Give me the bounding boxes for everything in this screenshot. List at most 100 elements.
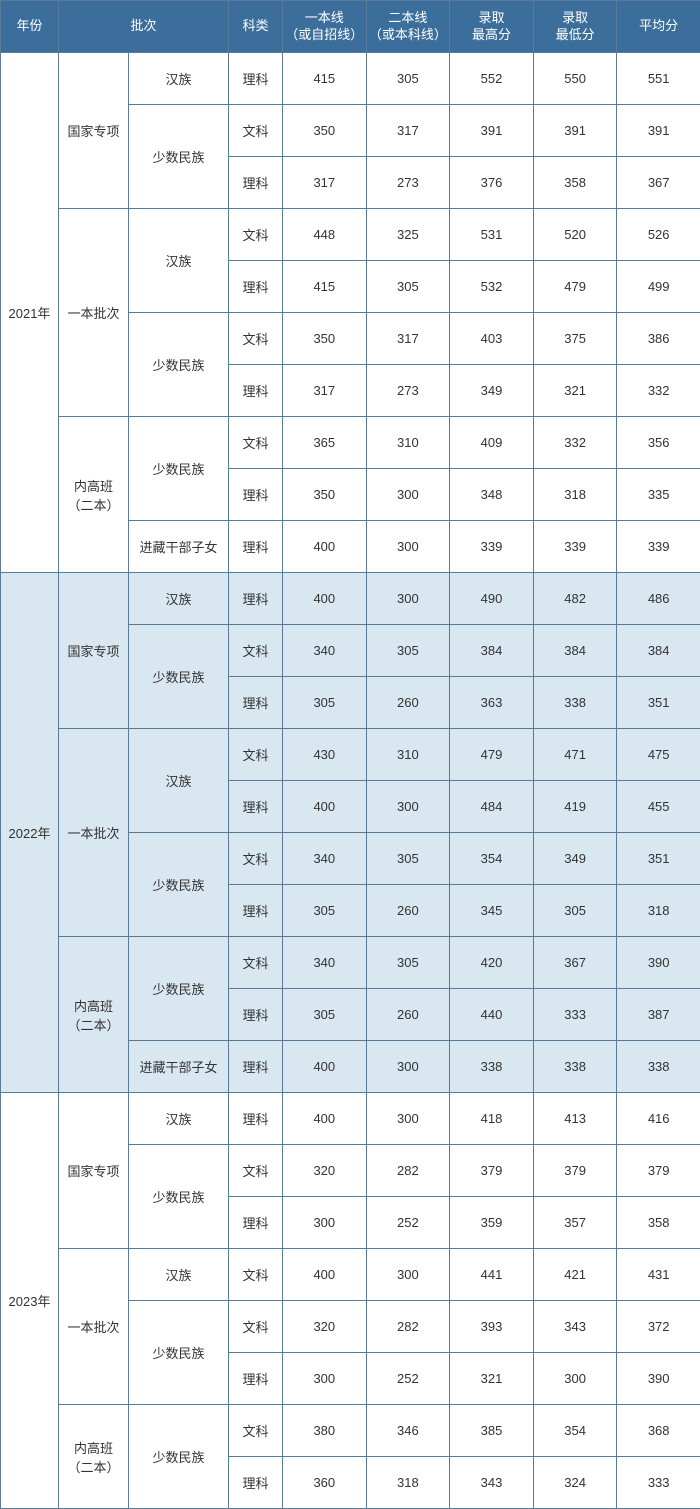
cell-line2: 346 [366,1405,450,1457]
cell-line2: 300 [366,521,450,573]
cell-ethnic: 进藏干部子女 [129,521,229,573]
cell-min: 358 [533,157,617,209]
cell-min: 419 [533,781,617,833]
cell-line2: 310 [366,729,450,781]
cell-subject: 理科 [229,1353,283,1405]
admission-scores-table: 年份 批次 科类 一本线（或自招线） 二本线（或本科线） 录取最高分 录取最低分… [0,0,700,1509]
cell-line2: 260 [366,677,450,729]
cell-avg: 551 [617,53,700,105]
cell-line1: 400 [283,781,367,833]
cell-avg: 368 [617,1405,700,1457]
cell-avg: 416 [617,1093,700,1145]
header-min: 录取最低分 [533,1,617,53]
cell-max: 441 [450,1249,534,1301]
cell-ethnic: 汉族 [129,53,229,105]
cell-max: 363 [450,677,534,729]
cell-line2: 300 [366,781,450,833]
cell-line1: 300 [283,1197,367,1249]
cell-min: 332 [533,417,617,469]
cell-line2: 310 [366,417,450,469]
cell-line1: 317 [283,365,367,417]
cell-max: 391 [450,105,534,157]
table-row: 一本批次汉族文科448325531520526 [1,209,700,261]
cell-min: 333 [533,989,617,1041]
cell-subject: 理科 [229,53,283,105]
cell-min: 318 [533,469,617,521]
cell-line2: 273 [366,365,450,417]
cell-max: 338 [450,1041,534,1093]
cell-avg: 358 [617,1197,700,1249]
cell-year: 2021年 [1,53,59,573]
cell-subject: 文科 [229,1405,283,1457]
cell-avg: 486 [617,573,700,625]
cell-line1: 400 [283,1041,367,1093]
cell-ethnic: 少数民族 [129,833,229,937]
cell-line2: 318 [366,1457,450,1509]
cell-subject: 文科 [229,105,283,157]
cell-year: 2023年 [1,1093,59,1509]
cell-min: 479 [533,261,617,313]
cell-min: 379 [533,1145,617,1197]
cell-subject: 理科 [229,261,283,313]
cell-max: 339 [450,521,534,573]
cell-min: 482 [533,573,617,625]
cell-avg: 339 [617,521,700,573]
cell-batch: 国家专项 [59,1093,129,1249]
cell-avg: 455 [617,781,700,833]
cell-subject: 文科 [229,313,283,365]
header-line1: 一本线（或自招线） [283,1,367,53]
cell-subject: 文科 [229,1301,283,1353]
cell-max: 349 [450,365,534,417]
cell-subject: 理科 [229,1041,283,1093]
cell-min: 354 [533,1405,617,1457]
table-row: 一本批次汉族文科400300441421431 [1,1249,700,1301]
cell-max: 420 [450,937,534,989]
cell-subject: 文科 [229,937,283,989]
cell-line1: 360 [283,1457,367,1509]
cell-avg: 390 [617,1353,700,1405]
cell-line1: 400 [283,1249,367,1301]
cell-line1: 350 [283,313,367,365]
cell-line2: 260 [366,989,450,1041]
cell-avg: 431 [617,1249,700,1301]
cell-subject: 文科 [229,729,283,781]
cell-ethnic: 汉族 [129,573,229,625]
table-row: 内高班（二本）少数民族文科380346385354368 [1,1405,700,1457]
cell-max: 409 [450,417,534,469]
cell-year: 2022年 [1,573,59,1093]
cell-ethnic: 少数民族 [129,417,229,521]
table-row: 2023年国家专项汉族理科400300418413416 [1,1093,700,1145]
table-row: 一本批次汉族文科430310479471475 [1,729,700,781]
cell-max: 479 [450,729,534,781]
cell-ethnic: 少数民族 [129,313,229,417]
cell-avg: 318 [617,885,700,937]
cell-line2: 282 [366,1145,450,1197]
cell-min: 349 [533,833,617,885]
cell-subject: 理科 [229,365,283,417]
cell-min: 471 [533,729,617,781]
cell-max: 376 [450,157,534,209]
cell-subject: 文科 [229,625,283,677]
cell-max: 348 [450,469,534,521]
cell-ethnic: 进藏干部子女 [129,1041,229,1093]
cell-line1: 350 [283,105,367,157]
cell-max: 385 [450,1405,534,1457]
cell-min: 520 [533,209,617,261]
cell-subject: 理科 [229,469,283,521]
cell-avg: 384 [617,625,700,677]
cell-min: 339 [533,521,617,573]
cell-line1: 430 [283,729,367,781]
cell-min: 550 [533,53,617,105]
cell-min: 343 [533,1301,617,1353]
cell-line2: 252 [366,1353,450,1405]
cell-line2: 300 [366,1093,450,1145]
cell-max: 359 [450,1197,534,1249]
cell-min: 384 [533,625,617,677]
cell-batch: 内高班（二本） [59,937,129,1093]
cell-line2: 252 [366,1197,450,1249]
cell-subject: 理科 [229,573,283,625]
header-subject: 科类 [229,1,283,53]
cell-subject: 理科 [229,781,283,833]
cell-batch: 内高班（二本） [59,417,129,573]
cell-line1: 400 [283,573,367,625]
